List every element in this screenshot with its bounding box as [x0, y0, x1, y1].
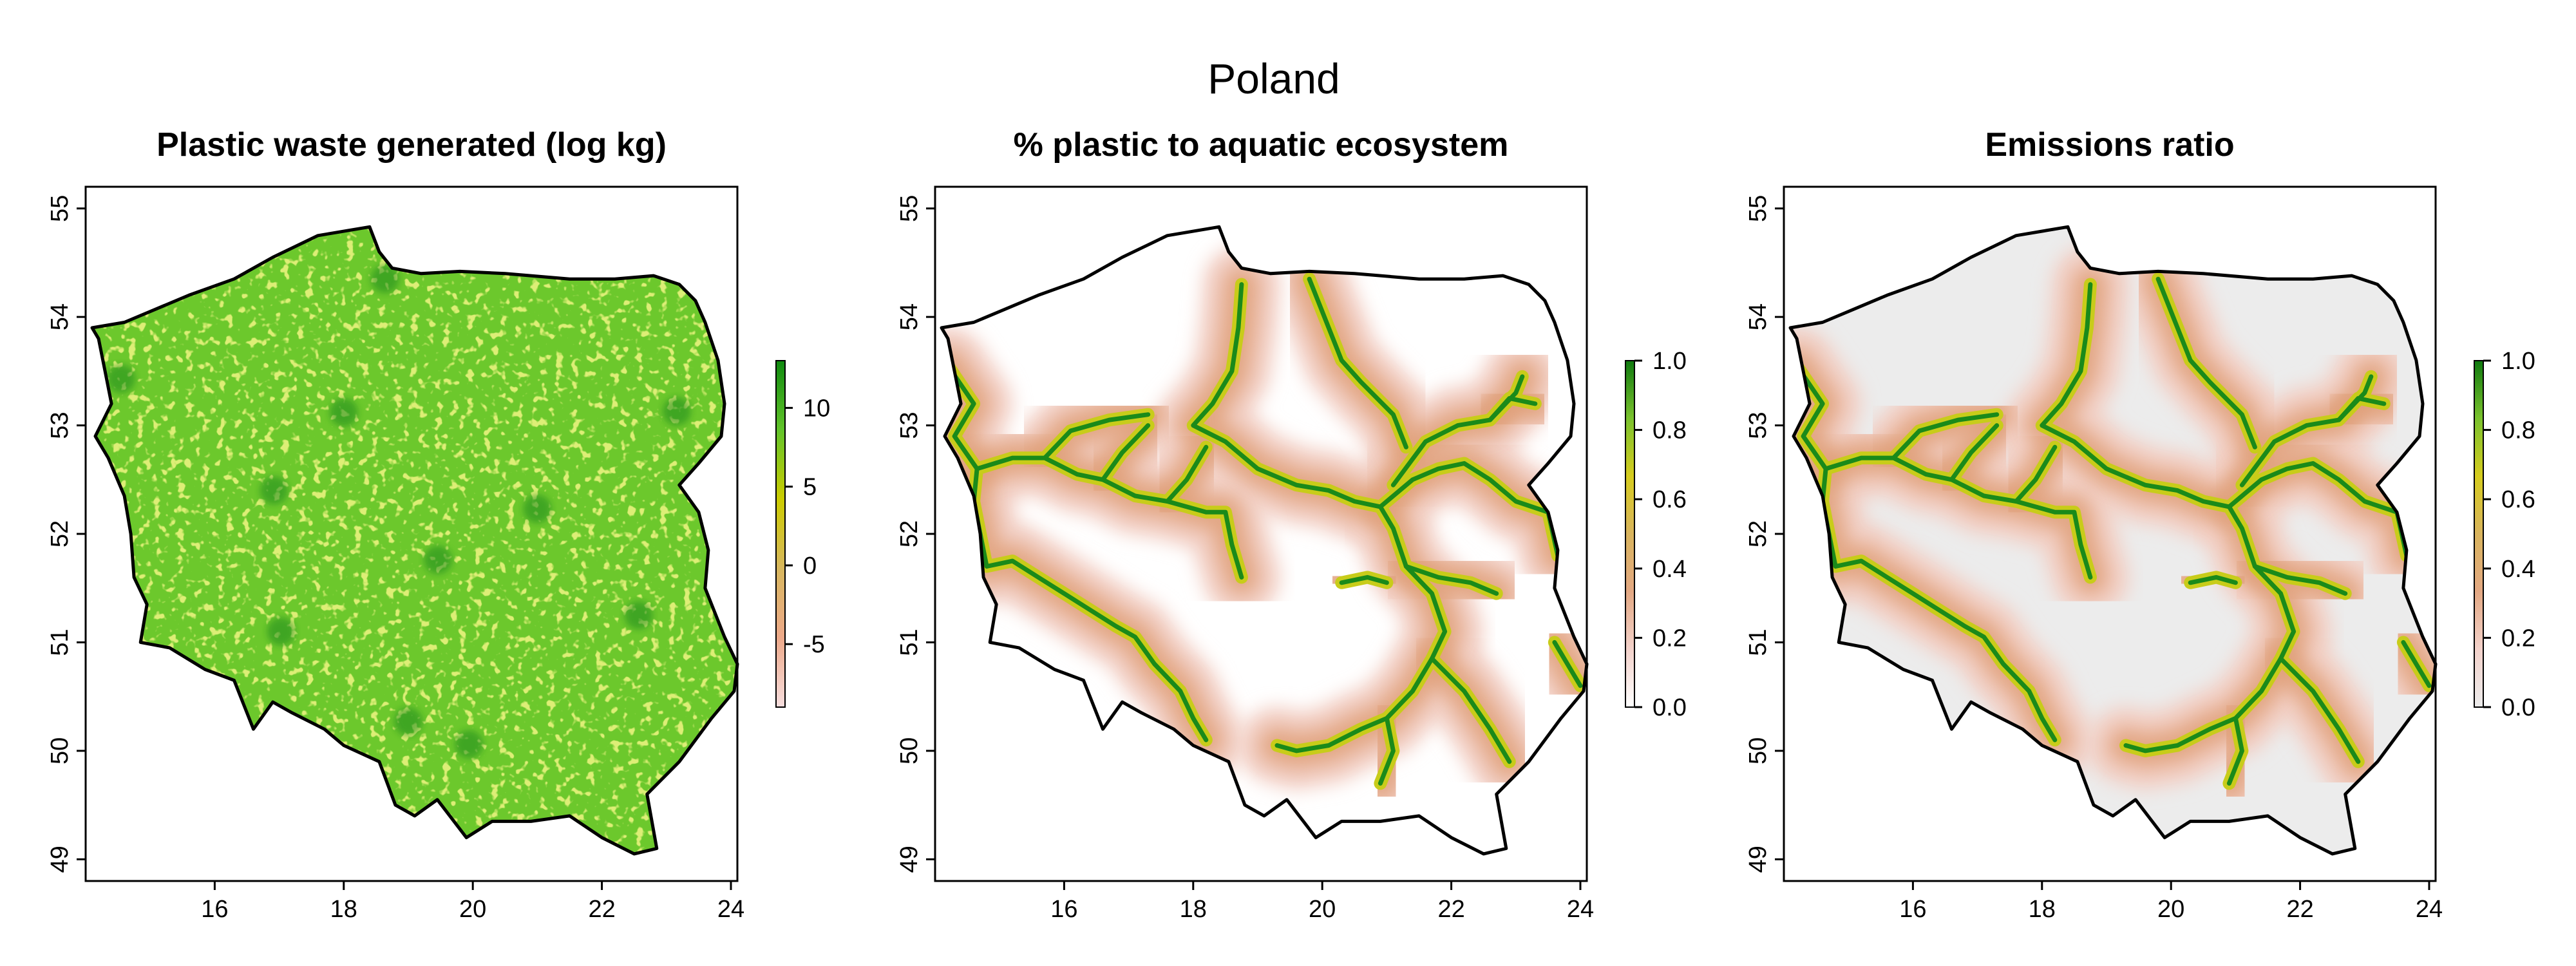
legend-colorbar	[1625, 360, 1635, 708]
y-tick-label: 52	[46, 520, 73, 547]
legend-tick-label: 0.8	[2501, 417, 2535, 444]
y-tick-label: 54	[896, 303, 923, 330]
x-tick-label: 22	[1437, 896, 1464, 923]
legend-tick-label: -5	[803, 631, 825, 658]
legend-tick-label: 0.0	[2501, 694, 2535, 721]
legend-tick-label: 0.4	[2501, 556, 2535, 583]
river-network	[1790, 272, 2436, 790]
legend-colorbar	[775, 360, 786, 708]
x-tick-label: 16	[1899, 896, 1926, 923]
y-tick-label: 52	[1745, 520, 1772, 547]
x-tick-label: 18	[1180, 896, 1207, 923]
x-tick-label: 20	[2157, 896, 2184, 923]
x-tick-label: 18	[2029, 896, 2056, 923]
country-outline	[90, 225, 739, 856]
legend-tick-label: 10	[803, 395, 830, 422]
map-panel: Plastic waste generated (log kg) 16 18 20 22…	[46, 126, 830, 923]
x-tick-label: 24	[1567, 896, 1594, 923]
legend-tick-label: 0.4	[1653, 556, 1687, 583]
y-tick-label: 55	[46, 195, 73, 222]
y-tick-label: 49	[1745, 846, 1772, 873]
legend-colorbar	[2474, 360, 2484, 708]
y-tick-label: 53	[1745, 412, 1772, 439]
panel-title: Plastic waste generated (log kg)	[156, 126, 667, 164]
y-tick-label: 50	[896, 737, 923, 764]
x-tick-label: 18	[330, 896, 357, 923]
x-tick-label: 22	[588, 896, 615, 923]
y-tick-label: 54	[1745, 303, 1772, 330]
country-fill	[1790, 227, 2436, 854]
x-tick-label: 20	[1309, 896, 1336, 923]
y-tick-label: 55	[1745, 195, 1772, 222]
legend-tick-label: 5	[803, 474, 817, 501]
country-outline	[940, 225, 1589, 856]
x-tick-label: 22	[2286, 896, 2313, 923]
country-fill	[942, 227, 1587, 854]
map-panel: Emissions ratio 16 18 20 22 24 49 50 51 52 53 54 55 1…	[1745, 126, 2535, 923]
country-outline	[1788, 225, 2438, 856]
y-tick-label: 50	[46, 737, 73, 764]
y-tick-label: 49	[896, 846, 923, 873]
y-tick-label: 53	[896, 412, 923, 439]
y-tick-label: 54	[46, 303, 73, 330]
legend-tick-label: 0.2	[1653, 625, 1687, 652]
panel-title: Emissions ratio	[1985, 126, 2234, 164]
legend-tick-label: 1.0	[2501, 348, 2535, 375]
legend-tick-label: 0.6	[2501, 486, 2535, 513]
legend-tick-label: 0	[803, 553, 817, 580]
legend-tick-label: 0.8	[1653, 417, 1687, 444]
y-tick-label: 50	[1745, 737, 1772, 764]
legend-tick-label: 0.0	[1653, 694, 1687, 721]
y-tick-label: 53	[46, 412, 73, 439]
x-tick-label: 24	[717, 896, 744, 923]
river-network	[942, 272, 1587, 790]
x-tick-label: 24	[2416, 896, 2443, 923]
legend-tick-label: 0.2	[2501, 625, 2535, 652]
legend-tick-label: 0.6	[1653, 486, 1687, 513]
x-tick-label: 20	[459, 896, 486, 923]
country-fill	[92, 227, 737, 854]
x-tick-label: 16	[201, 896, 228, 923]
y-tick-label: 52	[896, 520, 923, 547]
y-tick-label: 51	[1745, 629, 1772, 656]
panel-title: % plastic to aquatic ecosystem	[1014, 126, 1509, 164]
x-tick-label: 16	[1050, 896, 1077, 923]
y-tick-label: 51	[46, 629, 73, 656]
figure-title: Poland	[1208, 55, 1340, 102]
y-tick-label: 51	[896, 629, 923, 656]
y-tick-label: 49	[46, 846, 73, 873]
y-tick-label: 55	[896, 195, 923, 222]
legend-tick-label: 1.0	[1653, 348, 1687, 375]
map-panel: % plastic to aquatic ecosystem 16 18 20 22 24…	[896, 126, 1687, 923]
